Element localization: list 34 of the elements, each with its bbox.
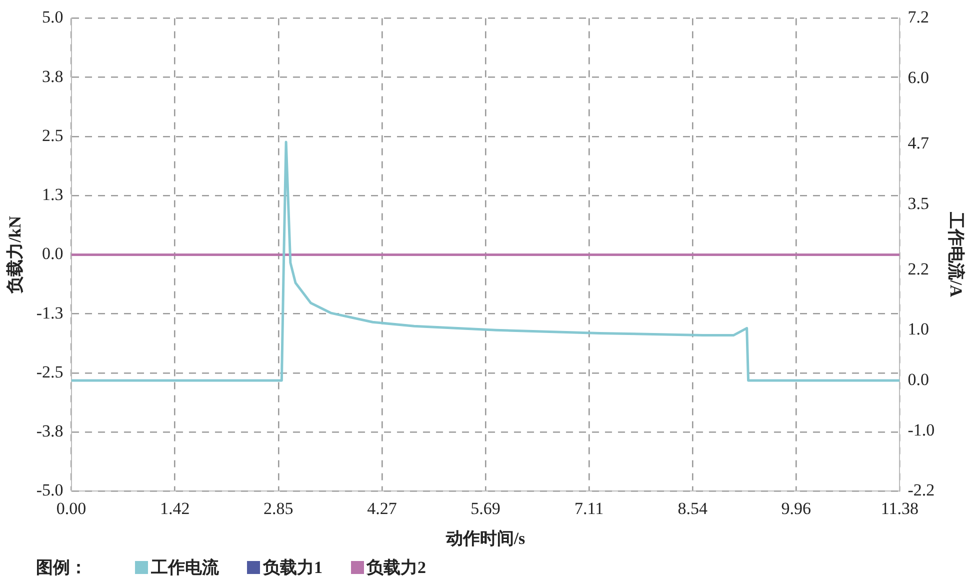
y2-tick-label: 2.2 — [908, 259, 929, 278]
y2-tick-label: 6.0 — [908, 68, 929, 88]
x-tick-label: 4.27 — [367, 498, 398, 518]
x-tick-label: 5.69 — [470, 498, 500, 518]
y2-tick-label: -1.0 — [908, 420, 935, 440]
y-tick-label: -2.5 — [36, 362, 64, 382]
x-tick-label: 9.96 — [781, 498, 812, 518]
y-tick-label: -1.3 — [36, 303, 64, 322]
y-tick-label: 0.0 — [42, 244, 64, 264]
y2-tick-label: 1.0 — [908, 320, 929, 339]
y-tick-label: -3.8 — [36, 422, 64, 441]
y2-tick-label: 0.0 — [908, 370, 929, 389]
legend-label: 负载力1 — [263, 556, 322, 578]
y-tick-label: 1.3 — [42, 185, 64, 204]
legend-label: 负载力2 — [366, 556, 426, 578]
x-tick-label: 1.42 — [160, 498, 190, 518]
y-tick-label: -5.0 — [36, 480, 64, 500]
x-tick-label: 7.11 — [574, 498, 604, 518]
y2-tick-label: -2.2 — [908, 480, 935, 500]
x-tick-label: 2.85 — [264, 498, 294, 518]
x-tick-label: 0.00 — [56, 498, 86, 518]
y2-tick-label: 4.7 — [908, 133, 930, 152]
y-tick-label: 2.5 — [42, 126, 64, 145]
x-axis-title: 动作时间/s — [444, 529, 526, 548]
x-tick-label: 8.54 — [678, 498, 708, 518]
y2-tick-label: 3.5 — [908, 194, 929, 213]
y2-axis-title: 工作电流/A — [946, 211, 966, 298]
y2-tick-label: 7.2 — [908, 8, 929, 27]
y-tick-label: 5.0 — [42, 8, 64, 27]
y-axis-title: 负载力/kN — [6, 215, 25, 294]
y-tick-label: 3.8 — [42, 66, 64, 86]
x-tick-label: 11.38 — [880, 498, 918, 518]
legend-title: 图例： — [36, 556, 87, 578]
legend-label: 工作电流 — [151, 556, 219, 578]
